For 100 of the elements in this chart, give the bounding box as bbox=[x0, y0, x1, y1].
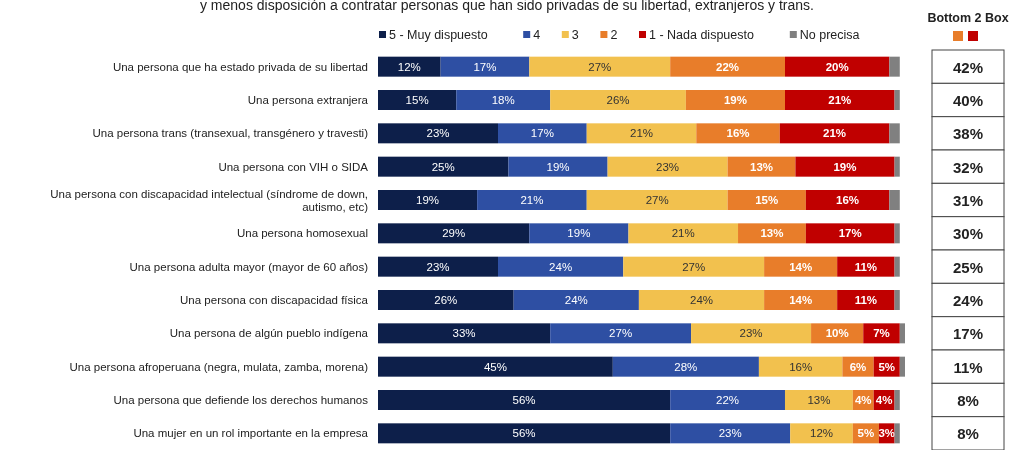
data-label: 4% bbox=[854, 394, 872, 406]
data-label: 26% bbox=[434, 294, 458, 306]
text: 32% bbox=[952, 158, 984, 176]
data-label: 16% bbox=[836, 194, 860, 206]
y-tick-label: Una persona de algún pueblo indígena bbox=[169, 327, 369, 340]
bar bbox=[691, 323, 812, 344]
bar bbox=[378, 123, 499, 144]
bar bbox=[628, 223, 739, 244]
data-label: 19% bbox=[567, 227, 591, 240]
chart-title: y menos disposición a contratar personas que han sido privadas de su libertad, extranjeros y trans. bbox=[199, 0, 815, 13]
bar bbox=[837, 256, 895, 277]
bar bbox=[378, 190, 478, 210]
bar bbox=[378, 156, 509, 177]
bar bbox=[378, 90, 457, 110]
data-label: 25% bbox=[431, 160, 455, 173]
data-label: 15% bbox=[755, 194, 779, 206]
data-label: 19% bbox=[833, 160, 857, 173]
data-label: 24% bbox=[549, 260, 573, 273]
data-label: 6% bbox=[849, 360, 867, 373]
text: 25% bbox=[952, 258, 984, 276]
legend-label: 2 bbox=[610, 27, 618, 42]
bar bbox=[498, 256, 624, 277]
bar bbox=[378, 256, 499, 277]
bar bbox=[889, 123, 900, 144]
y-tick-label: Una persona que ha estado privada de su libertad bbox=[112, 60, 368, 73]
bar bbox=[894, 290, 900, 310]
data-label: 4% bbox=[875, 394, 893, 406]
data-label: 14% bbox=[789, 260, 813, 273]
bar bbox=[529, 56, 671, 77]
data-label: 20% bbox=[825, 60, 849, 73]
data-label: 56% bbox=[512, 427, 536, 440]
data-label: 14% bbox=[789, 294, 813, 306]
data-label: 16% bbox=[726, 127, 750, 140]
data-label: 45% bbox=[483, 360, 507, 373]
y-tick-label: Una persona con VIH o SIDA bbox=[218, 160, 369, 173]
legend-label: 3 bbox=[571, 27, 579, 42]
bar bbox=[378, 323, 551, 344]
bar bbox=[670, 390, 785, 410]
bar bbox=[779, 123, 890, 144]
data-label: 15% bbox=[405, 94, 429, 106]
bar bbox=[837, 290, 895, 310]
y-tick-label: Una persona adulta mayor (mayor de 60 años) bbox=[129, 260, 369, 273]
data-label: 17% bbox=[838, 227, 862, 240]
bar bbox=[378, 390, 671, 410]
bar bbox=[477, 190, 587, 210]
data-label: 22% bbox=[716, 394, 740, 406]
bar bbox=[738, 223, 806, 244]
data-label: 13% bbox=[760, 227, 784, 240]
data-label: 27% bbox=[682, 260, 706, 273]
y-tick-label: Una persona homosexual bbox=[236, 227, 368, 240]
y-tick-label: Una persona que defiende los derechos humanos bbox=[113, 394, 369, 406]
data-label: 24% bbox=[689, 294, 714, 306]
data-label: 16% bbox=[789, 360, 813, 373]
text: 38% bbox=[952, 125, 984, 143]
data-label: 18% bbox=[491, 94, 515, 106]
data-label: 22% bbox=[716, 60, 740, 73]
bar bbox=[805, 190, 890, 210]
bar bbox=[670, 56, 785, 77]
bar bbox=[529, 223, 629, 244]
y-tick-label: Una persona trans (transexual, transgénero y travesti) bbox=[92, 127, 369, 140]
text: 8% bbox=[957, 392, 979, 409]
data-label: 23% bbox=[426, 127, 450, 140]
bar bbox=[612, 356, 759, 377]
bar bbox=[638, 290, 765, 310]
y-tick-label: Una persona con discapacidad física bbox=[180, 294, 369, 306]
data-label: 21% bbox=[629, 127, 654, 140]
data-label: 27% bbox=[588, 60, 612, 73]
data-label: 17% bbox=[530, 127, 554, 140]
bar bbox=[498, 123, 587, 144]
data-label: 13% bbox=[749, 160, 774, 173]
bar bbox=[440, 56, 530, 77]
bar bbox=[623, 256, 765, 277]
data-label: 21% bbox=[823, 127, 847, 140]
bar bbox=[607, 156, 728, 177]
bar bbox=[670, 423, 791, 444]
text: 31% bbox=[952, 192, 984, 209]
bar bbox=[696, 123, 780, 144]
legend-label: 1 - Nada dispuesto bbox=[649, 27, 754, 42]
bar bbox=[764, 256, 838, 277]
bar bbox=[894, 390, 900, 410]
bar bbox=[894, 256, 900, 277]
data-label: 23% bbox=[426, 260, 450, 273]
y-tick-label: Una mujer en un rol importante en la empresa bbox=[133, 427, 369, 440]
bar bbox=[899, 323, 905, 344]
bar bbox=[894, 90, 900, 110]
data-label: 27% bbox=[645, 194, 669, 206]
data-label: 12% bbox=[810, 427, 834, 440]
bar bbox=[899, 356, 905, 377]
bar bbox=[550, 90, 686, 110]
data-label: 3% bbox=[878, 427, 896, 440]
data-label: 23% bbox=[656, 160, 680, 173]
bar bbox=[378, 423, 671, 444]
bar bbox=[790, 423, 853, 444]
text: 40% bbox=[952, 92, 984, 109]
text: 17% bbox=[952, 325, 984, 343]
bar bbox=[894, 423, 900, 444]
y-tick-label: Una persona extranjera bbox=[247, 94, 369, 106]
data-label: 26% bbox=[606, 94, 630, 106]
bar bbox=[378, 290, 514, 310]
bar bbox=[550, 323, 692, 344]
